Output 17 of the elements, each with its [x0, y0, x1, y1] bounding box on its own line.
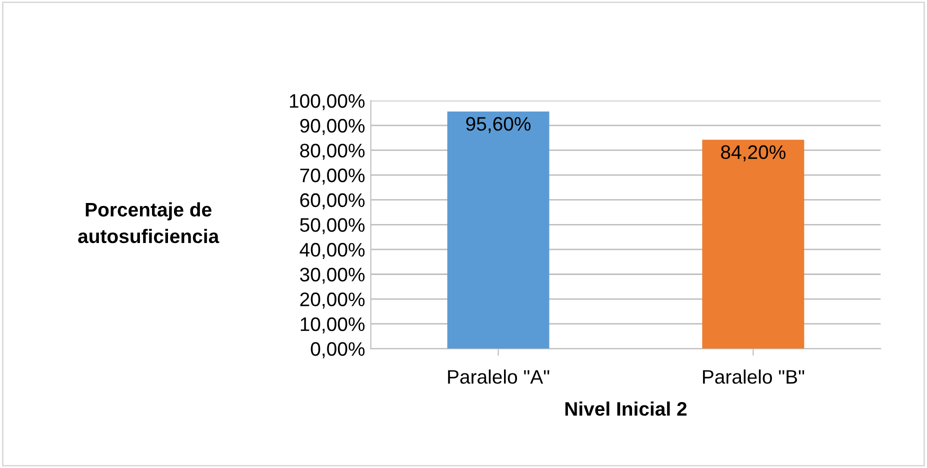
- x-tick-label: Paralelo "A": [448, 369, 550, 384]
- y-tick-label: 30,00%: [300, 268, 365, 284]
- y-axis-title: Porcentaje de autosuficiencia: [78, 202, 220, 244]
- x-tick-label: Paralelo "B": [703, 369, 804, 384]
- y-tick-label: 10,00%: [300, 317, 365, 334]
- data-label: 95,60%: [466, 117, 531, 134]
- y-tick-label: 0,00%: [310, 342, 365, 358]
- y-tick-label: 70,00%: [300, 168, 365, 185]
- y-tick-label: 40,00%: [300, 242, 365, 259]
- data-label: 84,20%: [721, 145, 786, 162]
- y-tick-label: 50,00%: [300, 218, 365, 234]
- y-tick-label: 80,00%: [300, 144, 365, 160]
- y-tick-label: 90,00%: [300, 118, 365, 135]
- y-tick-label: 60,00%: [300, 193, 365, 210]
- x-axis-title: Nivel Inicial 2: [565, 402, 687, 416]
- y-tick-label: 20,00%: [300, 292, 365, 309]
- y-tick-label: 100,00%: [290, 94, 365, 110]
